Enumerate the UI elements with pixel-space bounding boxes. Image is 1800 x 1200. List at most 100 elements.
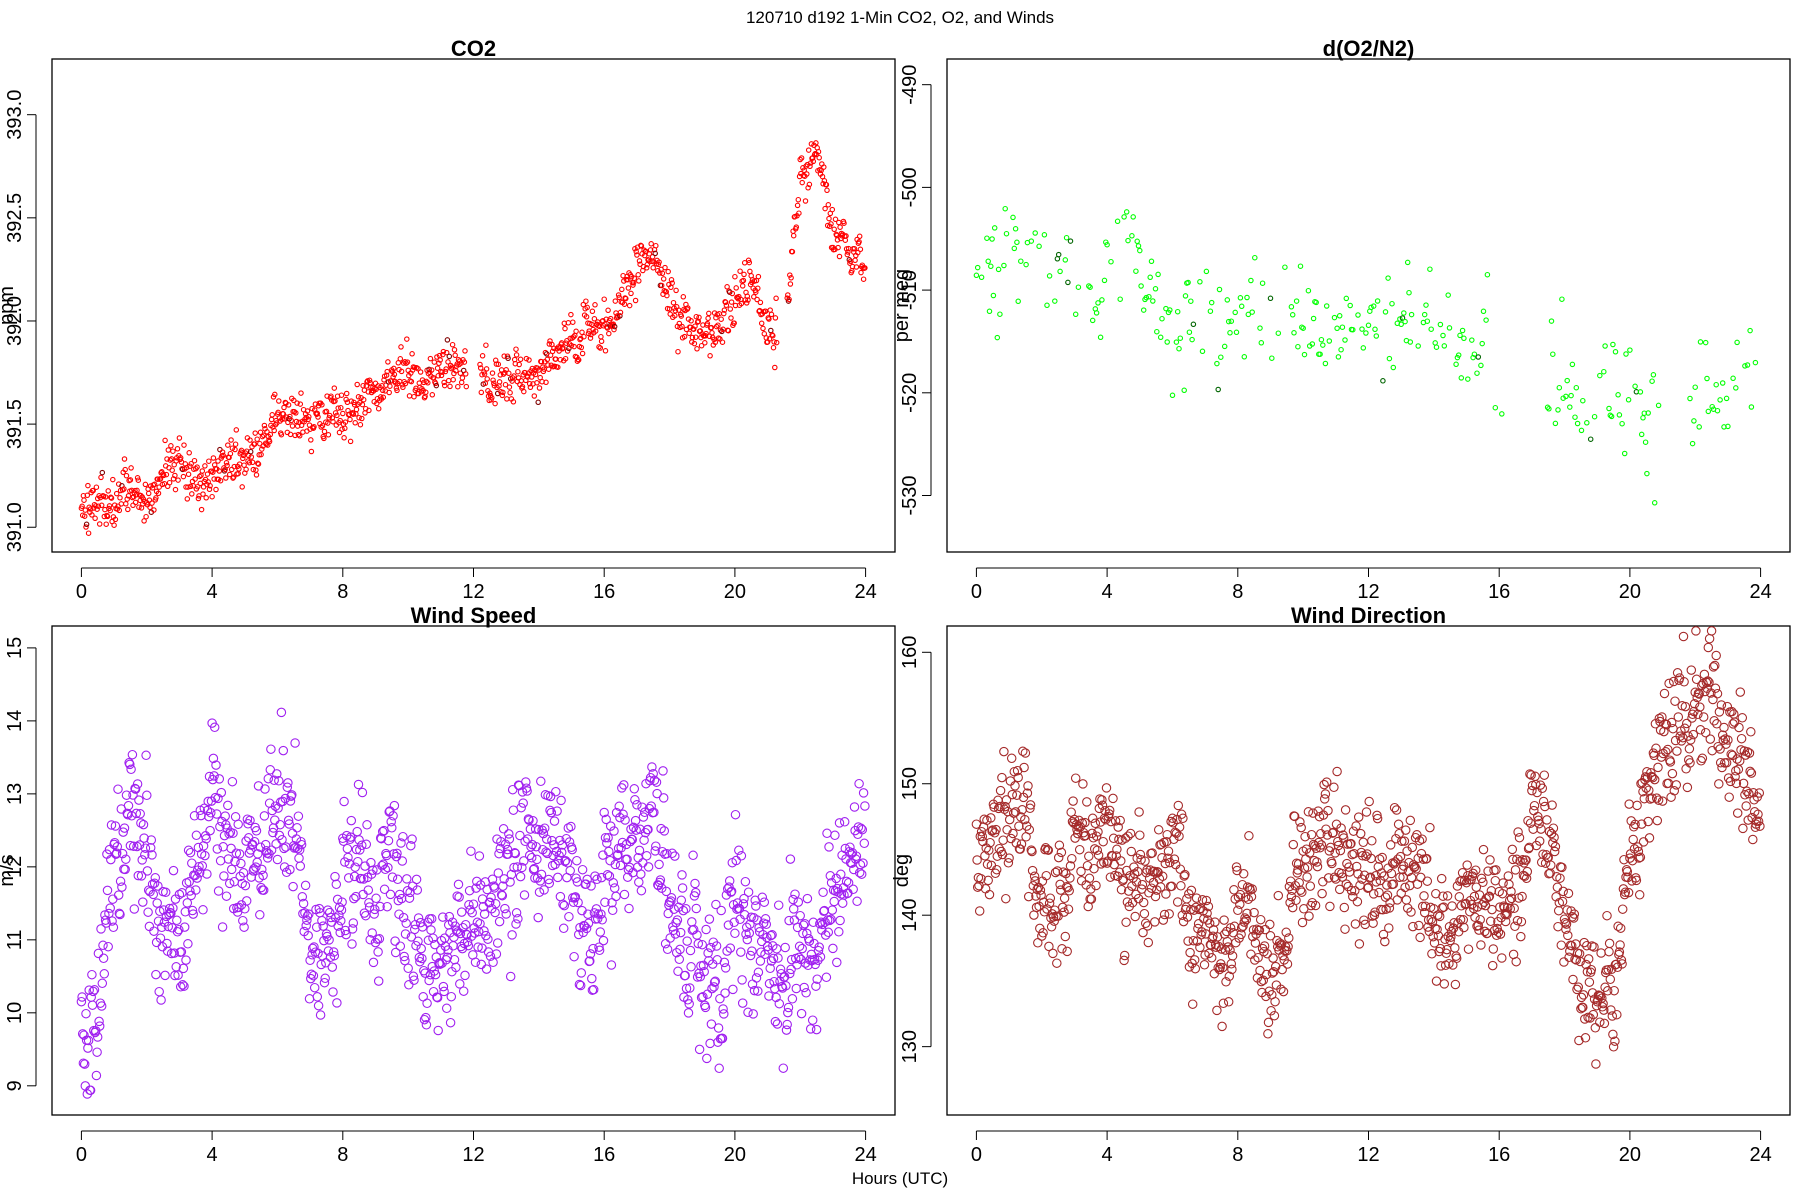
wind-speed-point — [466, 846, 476, 856]
o2n2-point — [1564, 377, 1570, 384]
co2-point — [261, 422, 268, 429]
o2n2-point — [1014, 239, 1020, 246]
wind-speed-point — [93, 948, 104, 959]
wind-direction-point — [1346, 885, 1357, 896]
co2-point — [787, 281, 794, 287]
wind-speed-point — [275, 819, 285, 830]
wind-speed-point — [720, 963, 731, 973]
co2-point — [838, 235, 844, 242]
o2n2-point — [1734, 339, 1740, 346]
wind-speed-point — [602, 838, 612, 848]
wind-speed-point — [383, 862, 393, 873]
wind-speed-point — [790, 889, 800, 899]
co2-point — [675, 307, 682, 313]
co2-point — [632, 297, 639, 304]
wind-direction-point — [1574, 948, 1585, 959]
wind-direction-point — [1685, 735, 1696, 745]
wind-direction-point — [1355, 828, 1366, 839]
o2n2-point — [1309, 341, 1316, 347]
co2-point — [757, 299, 764, 306]
wind-speed-point — [709, 977, 720, 987]
wind-speed-point — [438, 912, 448, 922]
o2n2-point — [1484, 271, 1491, 278]
wind-direction-point — [1223, 942, 1233, 952]
wind-direction-point — [1657, 796, 1668, 806]
co2-point — [766, 336, 773, 342]
co2-point — [837, 224, 843, 230]
wind-direction-point — [1473, 920, 1484, 931]
o2n2-point — [1169, 392, 1176, 399]
wind-speed-point — [781, 981, 791, 991]
co2-point — [458, 379, 465, 386]
wind-direction-point — [1487, 960, 1498, 971]
wind-speed-point — [465, 905, 475, 915]
co2-point — [739, 283, 746, 289]
wind-speed-point — [719, 957, 730, 968]
o2n2-point — [1233, 329, 1240, 336]
wind-direction-point — [1138, 927, 1148, 938]
wind-direction-point — [1498, 878, 1508, 888]
wind-speed-point — [424, 975, 434, 986]
wind-direction-point — [1137, 879, 1148, 890]
wind-direction-point — [1550, 841, 1561, 852]
wind-direction-point — [1086, 884, 1096, 894]
wind-speed-point — [637, 802, 647, 812]
wind-direction-point — [1163, 853, 1173, 864]
co2-point — [751, 294, 757, 300]
wind-direction-point — [1288, 839, 1299, 850]
o2n2-point — [1725, 423, 1731, 430]
co2-point — [495, 361, 502, 368]
co2-point — [340, 410, 346, 417]
wind-direction-point — [997, 772, 1007, 783]
co2-point — [417, 369, 424, 375]
wind-direction-point — [1609, 985, 1619, 996]
wind-direction-point — [985, 837, 995, 848]
o2n2-point — [1181, 387, 1187, 394]
wind-speed-point — [341, 929, 351, 940]
co2-point — [95, 503, 102, 509]
co2-point — [506, 370, 512, 377]
wind-speed-point — [138, 819, 149, 830]
co2-point — [405, 367, 411, 374]
wind-speed-point — [173, 970, 183, 980]
co2-point — [240, 455, 246, 462]
wind-speed-point — [133, 870, 144, 881]
wind-direction-point — [1399, 861, 1409, 871]
wind-speed-point — [130, 783, 140, 794]
wind-speed-point — [361, 839, 372, 850]
o2n2-point — [1386, 355, 1393, 362]
wind-speed-point — [567, 844, 577, 855]
o2n2-point — [1612, 349, 1619, 355]
wind-speed-point — [375, 901, 385, 912]
co2-point — [269, 412, 275, 418]
co2-point — [543, 379, 549, 386]
wind-direction-point — [1598, 998, 1608, 1009]
wind-speed-point — [769, 976, 779, 987]
wind-direction-point — [1359, 915, 1369, 925]
wind-speed-point — [83, 1043, 93, 1053]
wind-speed-point — [165, 907, 176, 918]
wind-direction-point — [1092, 845, 1103, 856]
co2-point — [489, 370, 496, 376]
co2-point — [121, 486, 127, 492]
co2-point — [517, 356, 524, 363]
wind-speed-point — [656, 823, 666, 834]
co2-point — [462, 348, 468, 354]
wind-direction-point — [1539, 770, 1550, 780]
wind-speed-point — [336, 916, 346, 926]
wind-direction-point — [1414, 920, 1424, 931]
wind-speed-point — [577, 864, 588, 875]
o2n2-point — [991, 225, 998, 231]
wind-direction-point — [995, 785, 1006, 796]
wind-direction-point — [1534, 836, 1545, 846]
co2-point — [786, 296, 792, 303]
wind-speed-point — [340, 925, 351, 936]
co2-point — [596, 344, 602, 350]
wind-direction-point — [1610, 1036, 1620, 1046]
wind-direction-point — [1560, 917, 1570, 928]
o2n2-point — [1638, 431, 1645, 438]
co2-point — [210, 455, 217, 461]
wind-direction-point — [1586, 964, 1597, 975]
wind-speed-point — [409, 975, 419, 985]
wind-direction-point — [1488, 944, 1499, 954]
